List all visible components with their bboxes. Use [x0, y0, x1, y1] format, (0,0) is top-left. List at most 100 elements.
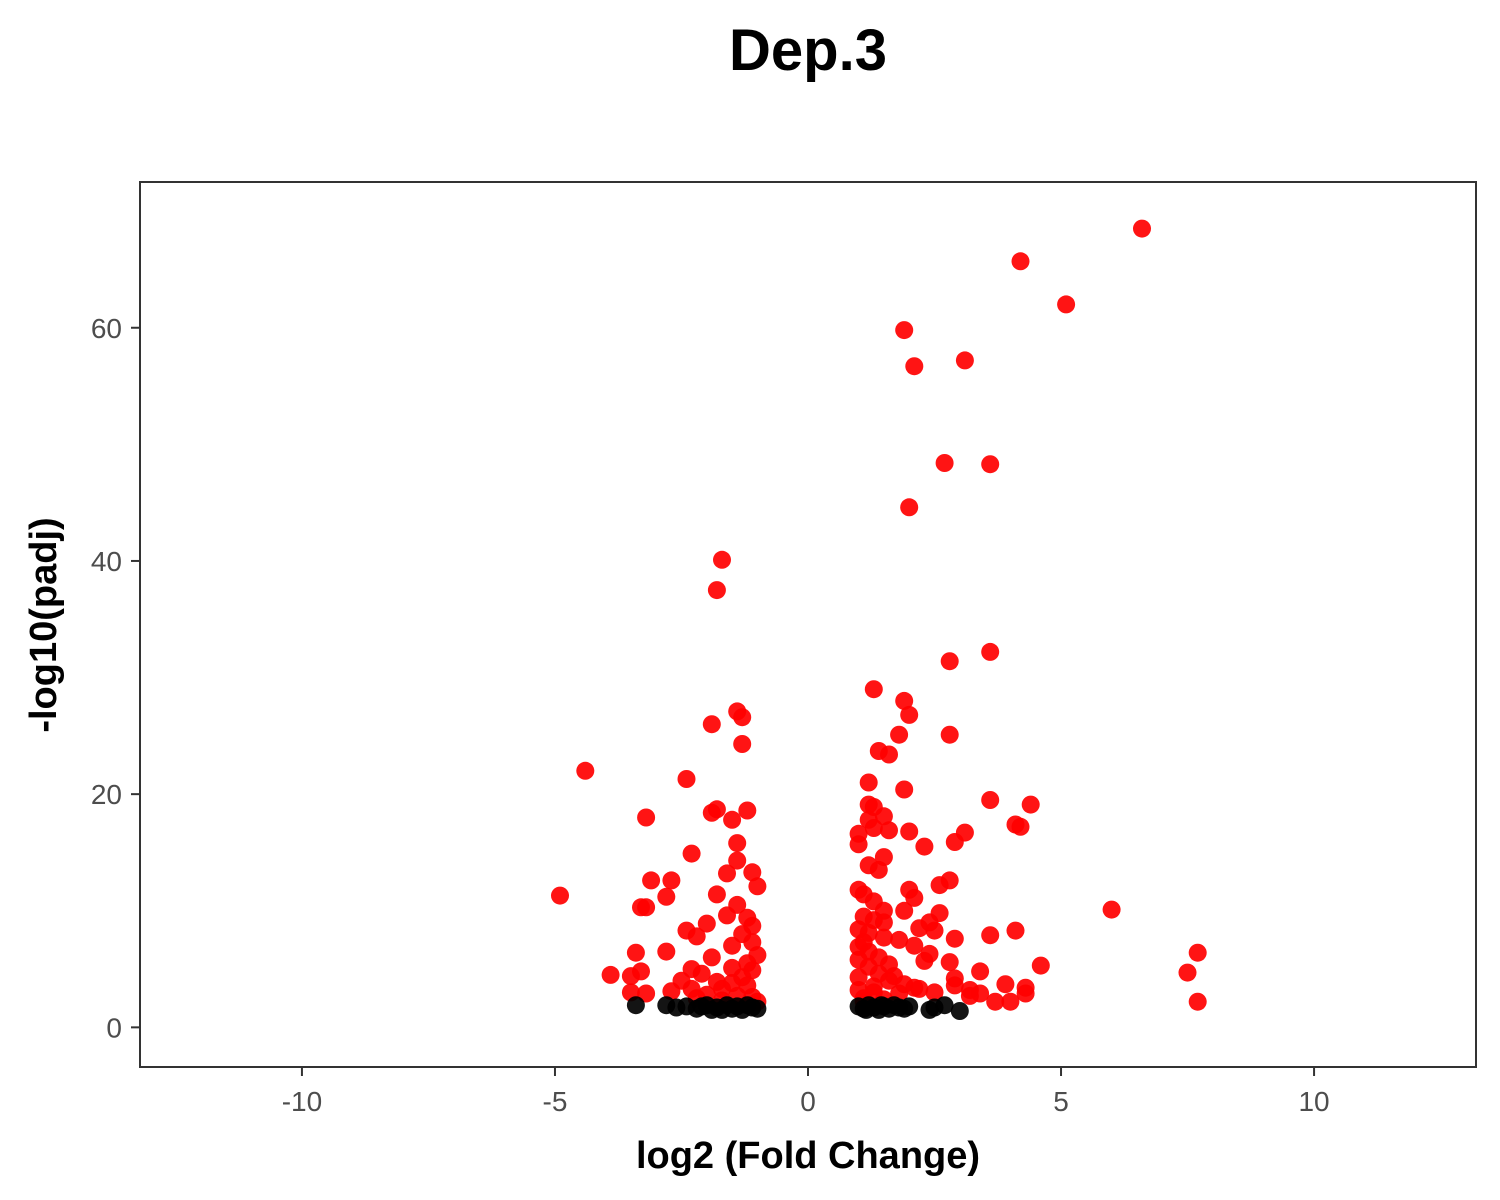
- significant-point-60: [930, 876, 949, 895]
- significant-point-18: [702, 715, 721, 734]
- significant-point-46: [945, 833, 964, 851]
- x-tick-label: -10: [282, 1086, 322, 1117]
- significant-point-23: [880, 745, 898, 764]
- significant-point-57: [642, 871, 661, 890]
- significant-point-114: [1178, 963, 1197, 982]
- nonsignificant-point-14: [657, 996, 676, 1015]
- nonsignificant-point-33: [872, 996, 891, 1015]
- significant-point-162: [854, 933, 873, 952]
- significant-point-117: [849, 968, 868, 987]
- significant-point-82: [697, 914, 716, 933]
- x-tick-label: 10: [1298, 1086, 1329, 1117]
- significant-point-146: [723, 958, 742, 977]
- significant-point-167: [864, 911, 883, 930]
- significant-point-48: [915, 837, 934, 856]
- significant-point-97: [723, 936, 742, 955]
- significant-point-26: [859, 773, 878, 792]
- significant-point-140: [986, 992, 1005, 1011]
- significant-point-133: [637, 984, 656, 1003]
- significant-point-71: [637, 898, 656, 917]
- significant-point-47: [849, 835, 868, 854]
- significant-point-73: [1102, 900, 1121, 919]
- significant-point-52: [728, 851, 747, 870]
- significant-point-157: [849, 981, 868, 999]
- significant-point-33: [738, 801, 757, 820]
- significant-point-77: [718, 906, 736, 925]
- significant-point-65: [707, 885, 726, 904]
- significant-point-38: [723, 810, 742, 829]
- nonsignificant-point-31: [950, 1002, 969, 1020]
- significant-point-27: [895, 780, 914, 799]
- x-axis-ticks: -10 -5 0 5 10: [282, 1067, 1330, 1117]
- significant-point-9: [713, 550, 731, 569]
- significant-point-56: [743, 863, 762, 882]
- significant-point-142: [1188, 992, 1207, 1011]
- y-axis-ticks: 0 20 40 60: [91, 313, 140, 1043]
- significant-point-19: [940, 725, 959, 744]
- x-axis-title: log2 (Fold Change): [636, 1135, 980, 1177]
- significant-point-66: [551, 886, 569, 905]
- significant-point-24: [576, 761, 595, 780]
- nonsignificant-point-30: [935, 996, 954, 1015]
- significant-point-164: [895, 975, 914, 994]
- significant-point-3: [895, 321, 914, 340]
- significant-point-75: [895, 901, 914, 920]
- significant-point-137: [960, 986, 979, 1005]
- y-tick-label: 40: [91, 546, 122, 577]
- significant-point-50: [682, 844, 701, 863]
- significant-point-105: [915, 951, 934, 970]
- nonsignificant-point-0: [626, 996, 645, 1015]
- x-tick-label: -5: [543, 1086, 568, 1117]
- significant-point-15: [900, 705, 919, 724]
- nonsignificant-point-16: [713, 1000, 731, 1019]
- significant-point-123: [945, 976, 964, 995]
- significant-point-93: [945, 929, 964, 948]
- significant-point-68: [905, 888, 924, 907]
- significant-point-67: [657, 887, 676, 906]
- significant-point-104: [702, 948, 721, 967]
- significant-point-90: [981, 926, 1000, 945]
- significant-point-147: [692, 964, 711, 983]
- significant-point-148: [707, 972, 726, 991]
- significant-point-94: [890, 930, 909, 949]
- chart-title: Dep.3: [729, 18, 887, 83]
- significant-point-25: [677, 770, 696, 788]
- significant-point-5: [905, 357, 924, 376]
- significant-point-92: [687, 927, 706, 946]
- significant-point-58: [662, 871, 681, 890]
- significant-point-7: [981, 455, 1000, 474]
- nonsignificant-point-15: [692, 997, 711, 1016]
- significant-point-101: [1188, 943, 1207, 962]
- y-tick-label: 60: [91, 313, 122, 344]
- significant-point-20: [890, 725, 909, 744]
- significant-point-61: [748, 877, 767, 896]
- significant-point-41: [864, 819, 883, 837]
- significant-point-12: [940, 652, 959, 671]
- significant-point-165: [910, 979, 929, 998]
- significant-point-2: [1057, 295, 1076, 314]
- significant-point-96: [905, 936, 924, 955]
- nonsignificant-point-13: [748, 999, 767, 1018]
- x-tick-label: 0: [800, 1086, 816, 1117]
- significant-point-14: [895, 691, 914, 710]
- y-axis-title: -log10(padj): [23, 517, 65, 732]
- significant-point-160: [869, 964, 888, 983]
- significant-point-116: [621, 967, 640, 986]
- data-points: [551, 219, 1207, 1020]
- significant-point-40: [1011, 817, 1030, 836]
- nonsignificant-point-27: [900, 997, 919, 1016]
- significant-point-42: [880, 821, 898, 840]
- significant-point-0: [1133, 219, 1151, 238]
- significant-point-55: [718, 864, 736, 883]
- significant-point-8: [900, 498, 919, 517]
- significant-point-106: [940, 953, 959, 972]
- significant-point-35: [637, 808, 656, 827]
- significant-point-84: [910, 919, 929, 938]
- significant-point-34: [702, 803, 721, 822]
- significant-point-21: [733, 735, 752, 753]
- significant-point-44: [900, 822, 919, 841]
- significant-point-86: [925, 921, 944, 940]
- x-tick-label: 5: [1053, 1086, 1069, 1117]
- significant-point-100: [626, 943, 645, 962]
